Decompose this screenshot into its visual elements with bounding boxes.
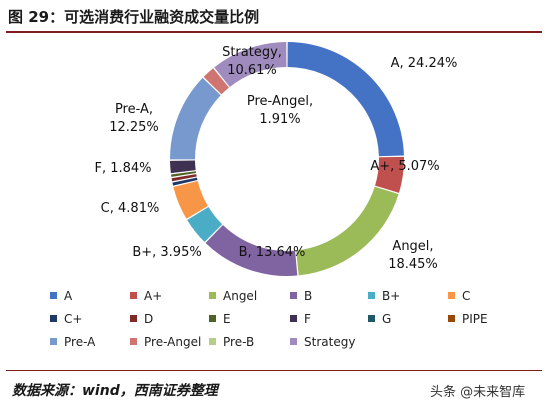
legend-swatch-a-plus xyxy=(130,292,137,299)
legend-item-pre-angel: Pre-Angel xyxy=(130,335,201,349)
legend-label-a-plus: A+ xyxy=(144,289,162,303)
slice-c xyxy=(173,181,208,219)
legend-swatch-g xyxy=(368,315,375,322)
legend-swatch-angel xyxy=(209,292,216,299)
legend-item-c: C xyxy=(448,289,470,303)
legend-label-pipe: PIPE xyxy=(462,312,488,326)
data-label-angel: Angel, 18.45% xyxy=(388,239,438,272)
data-label-pre-angel: Pre-Angel, 1.91% xyxy=(247,94,313,127)
legend-label-c-plus: C+ xyxy=(64,312,82,326)
data-label-c: C, 4.81% xyxy=(101,201,160,216)
legend-swatch-b xyxy=(290,292,297,299)
legend-item-a: A xyxy=(50,289,73,303)
legend-item-angel: Angel xyxy=(209,289,257,303)
legend-item-d: D xyxy=(130,312,153,326)
data-label-b-plus: B+, 3.95% xyxy=(132,245,201,260)
data-label-pre-a: Pre-A, 12.25% xyxy=(109,102,159,135)
legend-item-b: B xyxy=(290,289,312,303)
legend-item-f: F xyxy=(290,312,311,326)
slice-a xyxy=(287,42,404,157)
legend-label-pre-a: Pre-A xyxy=(64,335,96,349)
legend-swatch-strategy xyxy=(290,338,297,345)
legend-swatch-b-plus xyxy=(368,292,375,299)
legend-label-pre-b: Pre-B xyxy=(223,335,254,349)
watermark-text: 头条 @未来智库 xyxy=(430,385,526,400)
legend-label-g: G xyxy=(382,312,391,326)
legend-item-g: G xyxy=(368,312,391,326)
legend-swatch-pipe xyxy=(448,315,455,322)
slice-c-plus xyxy=(172,177,198,186)
legend-label-b: B xyxy=(304,289,312,303)
legend-item-e: E xyxy=(209,312,231,326)
legend-swatch-pre-angel xyxy=(130,338,137,345)
donut-chart: A, 24.24% A+, 5.07% Angel, 18.45% B, 13.64% B… xyxy=(50,42,488,349)
legend-swatch-d xyxy=(130,315,137,322)
footer-divider xyxy=(6,370,542,371)
legend-item-strategy: Strategy xyxy=(290,335,355,349)
slice-b xyxy=(205,225,298,276)
slice-pre-a xyxy=(170,77,221,160)
legend-label-a: A xyxy=(64,289,73,303)
slice-f xyxy=(170,160,196,174)
source-note: 数据来源：wind，西南证券整理 xyxy=(12,383,218,399)
legend-swatch-pre-b xyxy=(209,338,216,345)
legend-label-d: D xyxy=(144,312,153,326)
legend-label-f: F xyxy=(304,312,311,326)
legend-swatch-c-plus xyxy=(50,315,57,322)
legend-label-pre-angel: Pre-Angel xyxy=(144,335,201,349)
slice-d xyxy=(171,174,197,182)
watermark: 头条 @未来智库 xyxy=(430,381,525,400)
data-label-b: B, 13.64% xyxy=(239,245,306,260)
title-divider xyxy=(6,31,542,33)
legend-swatch-e xyxy=(209,315,216,322)
legend-label-strategy: Strategy xyxy=(304,335,355,349)
legend-swatch-c xyxy=(448,292,455,299)
slice-angel xyxy=(296,186,399,276)
legend-item-b-plus: B+ xyxy=(368,289,400,303)
legend-label-b-plus: B+ xyxy=(382,289,400,303)
legend-swatch-a xyxy=(50,292,57,299)
legend-label-angel: Angel xyxy=(223,289,257,303)
data-label-f: F, 1.84% xyxy=(94,161,151,176)
slice-e xyxy=(171,171,197,177)
legend-item-pipe: PIPE xyxy=(448,312,488,326)
legend-label-c: C xyxy=(462,289,470,303)
legend-item-pre-a: Pre-A xyxy=(50,335,96,349)
slice-a-plus xyxy=(375,156,404,193)
chart-title: 图 29：可选消费行业融资成交量比例 xyxy=(8,8,260,26)
data-label-a: A, 24.24% xyxy=(391,56,458,71)
legend-item-pre-b: Pre-B xyxy=(209,335,254,349)
slice-strategy xyxy=(214,42,287,87)
legend-label-e: E xyxy=(223,312,231,326)
legend-item-c-plus: C+ xyxy=(50,312,82,326)
legend-swatch-pre-a xyxy=(50,338,57,345)
slice-b-plus xyxy=(187,206,223,242)
legend-swatch-f xyxy=(290,315,297,322)
data-label-strategy: Strategy, 10.61% xyxy=(222,45,282,78)
slice-pre-angel xyxy=(203,68,229,95)
legend-item-a-plus: A+ xyxy=(130,289,162,303)
data-label-a-plus: A+, 5.07% xyxy=(370,159,439,174)
